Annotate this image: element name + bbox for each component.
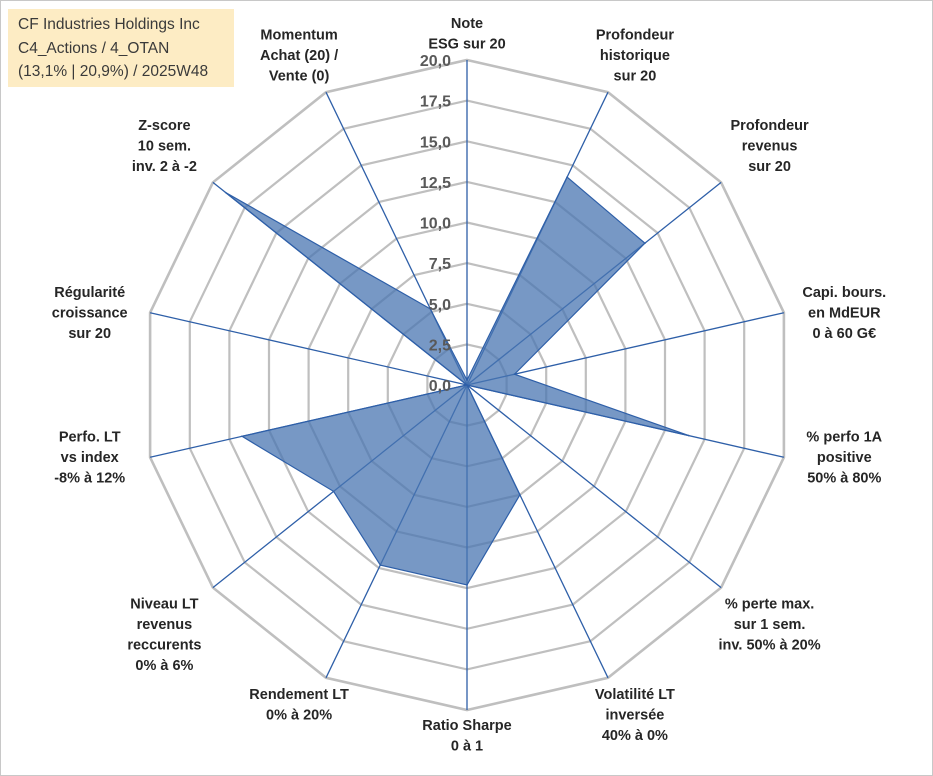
axis-label-1: Profondeur historique sur 20: [596, 28, 674, 85]
axis-label-line: Capi. bours.: [802, 285, 886, 301]
tick-label: 7,5: [429, 256, 451, 273]
axis-label-line: Z-score: [138, 118, 190, 134]
tick-label: 10,0: [420, 216, 451, 233]
tick-label: 15,0: [420, 134, 451, 151]
axis-label-line: 10 sem.: [138, 138, 191, 154]
axis-label-13: Momentum Achat (20) / Vente (0): [260, 28, 338, 85]
data-point-1: [566, 176, 568, 178]
axis-label-line: Rendement LT: [249, 687, 349, 703]
axis-label-line: 0% à 6%: [135, 658, 193, 674]
axis-label-line: Perfo. LT: [59, 430, 121, 446]
axis-label-line: revenus: [742, 138, 798, 154]
axis-label-line: vs index: [61, 450, 119, 466]
axis-label-0: Note ESG sur 20: [428, 16, 505, 53]
series-area-0: [225, 176, 689, 586]
data-point-2: [644, 242, 646, 244]
axis-label-line: historique: [600, 48, 670, 64]
axis-label-line: Achat (20) /: [260, 48, 338, 64]
axis-label-line: 50% à 80%: [807, 471, 881, 487]
tick-labels: 0,0 2,5 5,0 7,5 10,0 12,5 15,0 17,5 20,0: [420, 53, 451, 395]
tick-label: 12,5: [420, 175, 451, 192]
axis-label-line: inversée: [605, 707, 664, 723]
axis-label-line: Profondeur: [731, 118, 809, 134]
axis-label-5: % perte max. sur 1 sem. inv. 50% à 20%: [719, 597, 821, 654]
axis-label-3: Capi. bours. en MdEUR 0 à 60 G€: [802, 285, 886, 342]
spoke-11: [149, 312, 468, 386]
tick-label: 17,5: [420, 94, 451, 111]
data-point-7: [466, 584, 468, 586]
axis-label-line: sur 20: [614, 69, 657, 85]
spoke-3: [466, 312, 785, 386]
chart-title-box: CF Industries Holdings Inc C4_Actions / …: [8, 9, 234, 87]
title-line-category: C4_Actions / 4_OTAN: [18, 39, 170, 57]
axis-label-line: % perfo 1A: [806, 430, 882, 446]
tick-label: 5,0: [429, 297, 451, 314]
axis-label-line: % perte max.: [725, 597, 814, 613]
axis-label-line: Niveau LT: [130, 597, 198, 613]
data-point-8: [379, 564, 382, 566]
axis-label-7: Ratio Sharpe 0 à 1: [422, 718, 511, 755]
axis-label-6: Volatilité LT inversée 40% à 0%: [595, 687, 675, 744]
data-point-3: [513, 373, 516, 376]
series-layer: [224, 176, 690, 586]
data-point-13: [429, 308, 432, 310]
axis-label-10: Perfo. LT vs index -8% à 12%: [54, 430, 125, 487]
data-point-12: [224, 191, 227, 194]
axis-label-line: -8% à 12%: [54, 471, 125, 487]
axis-labels: Note ESG sur 20 Profondeur historique sur 20…: [52, 16, 886, 755]
axis-label-4: % perfo 1A positive 50% à 80%: [806, 430, 882, 487]
axis-label-line: 40% à 0%: [602, 728, 668, 744]
data-point-11: [466, 384, 468, 386]
axis-label-line: 0% à 20%: [266, 707, 332, 723]
axis-label-line: Volatilité LT: [595, 687, 675, 703]
axis-label-line: en MdEUR: [808, 305, 881, 321]
data-point-6: [519, 494, 521, 496]
axis-label-12: Z-score 10 sem. inv. 2 à -2: [132, 118, 197, 175]
data-point-10: [241, 435, 243, 438]
title-line-company: CF Industries Holdings Inc: [18, 16, 200, 33]
axis-label-line: ESG sur 20: [428, 37, 505, 53]
axis-label-line: Régularité: [54, 285, 125, 301]
axis-label-line: croissance: [52, 305, 128, 321]
axis-label-line: positive: [817, 450, 872, 466]
axis-label-line: Ratio Sharpe: [422, 718, 511, 734]
data-point-4: [688, 434, 690, 437]
axis-label-line: 0 à 1: [451, 739, 483, 755]
axis-label-line: inv. 50% à 20%: [719, 638, 821, 654]
axis-label-line: revenus: [137, 617, 193, 633]
spoke-5: [466, 384, 722, 589]
axis-label-line: 0 à 60 G€: [812, 326, 876, 342]
axis-label-9: Niveau LT revenus reccurents 0% à 6%: [127, 597, 201, 675]
axis-label-line: Momentum: [260, 28, 337, 44]
axis-label-8: Rendement LT 0% à 20%: [249, 687, 349, 724]
data-point-0: [466, 379, 468, 381]
tick-label: 2,5: [429, 337, 451, 354]
axis-label-line: sur 1 sem.: [734, 617, 806, 633]
axis-label-line: sur 20: [68, 326, 111, 342]
axis-label-line: inv. 2 à -2: [132, 159, 197, 175]
data-point-9: [332, 490, 335, 493]
tick-label: 0,0: [429, 378, 451, 395]
axis-label-11: Régularité croissance sur 20: [52, 285, 128, 342]
axis-label-2: Profondeur revenus sur 20: [731, 118, 809, 175]
axis-label-line: sur 20: [748, 159, 791, 175]
tick-label: 20,0: [420, 53, 451, 70]
title-line-stats: (13,1% | 20,9%) / 2025W48: [18, 63, 209, 80]
axis-label-line: reccurents: [127, 638, 201, 654]
axis-label-line: Profondeur: [596, 28, 674, 44]
axis-label-line: Vente (0): [269, 69, 330, 85]
axis-label-line: Note: [451, 16, 483, 32]
